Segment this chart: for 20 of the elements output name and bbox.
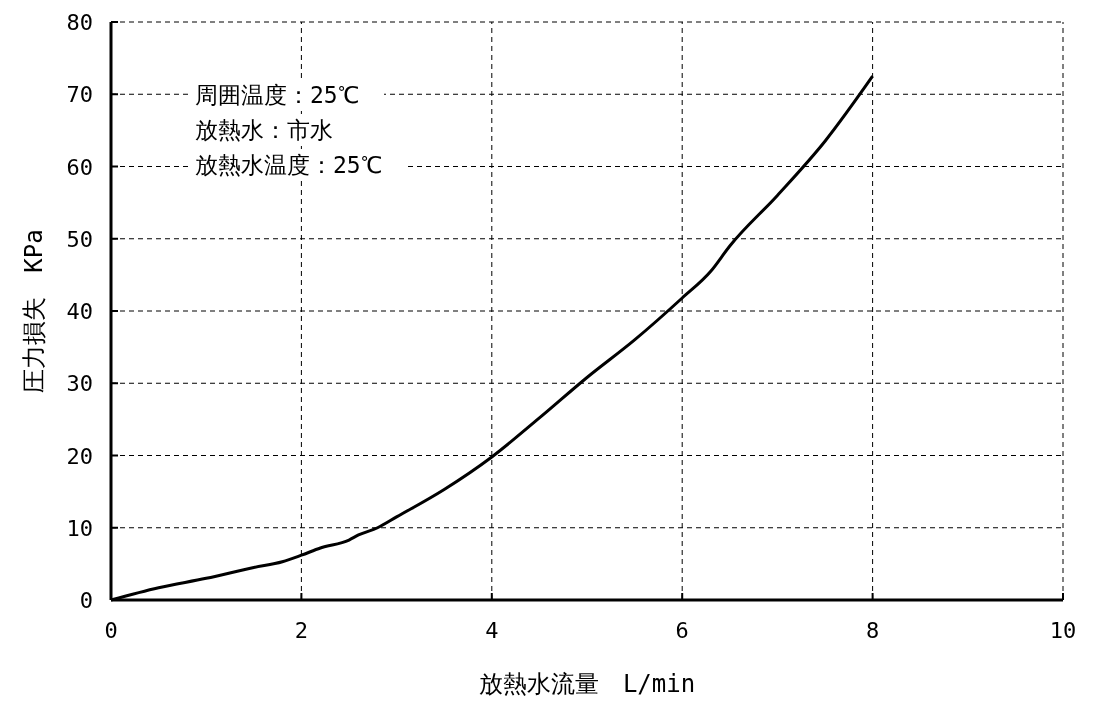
y-tick-label: 60 <box>66 154 93 180</box>
x-tick-label: 10 <box>1049 618 1077 643</box>
y-tick-label: 80 <box>66 10 93 35</box>
y-tick-label: 10 <box>66 515 93 541</box>
annotation: 放熱水温度：25℃ <box>195 152 382 178</box>
x-tick-label: 6 <box>675 618 689 643</box>
x-tick-label: 8 <box>865 618 880 643</box>
y-tick-label: 70 <box>66 82 93 108</box>
y-tick-label: 40 <box>66 299 93 324</box>
annotation: 放熱水：市水 <box>195 117 333 143</box>
y-tick-label: 20 <box>66 443 93 469</box>
x-axis-title: 放熱水流量 L/min <box>478 670 696 698</box>
x-tick-label: 2 <box>294 618 309 643</box>
y-tick-label: 30 <box>66 371 93 397</box>
annotation: 周囲温度：25℃ <box>195 82 359 108</box>
y-axis-title: 圧力損失 KPa <box>20 229 48 393</box>
x-tick-label: 0 <box>104 618 118 643</box>
x-tick-label: 4 <box>485 618 499 643</box>
y-tick-label: 0 <box>79 588 93 613</box>
y-tick-label: 50 <box>66 226 93 252</box>
